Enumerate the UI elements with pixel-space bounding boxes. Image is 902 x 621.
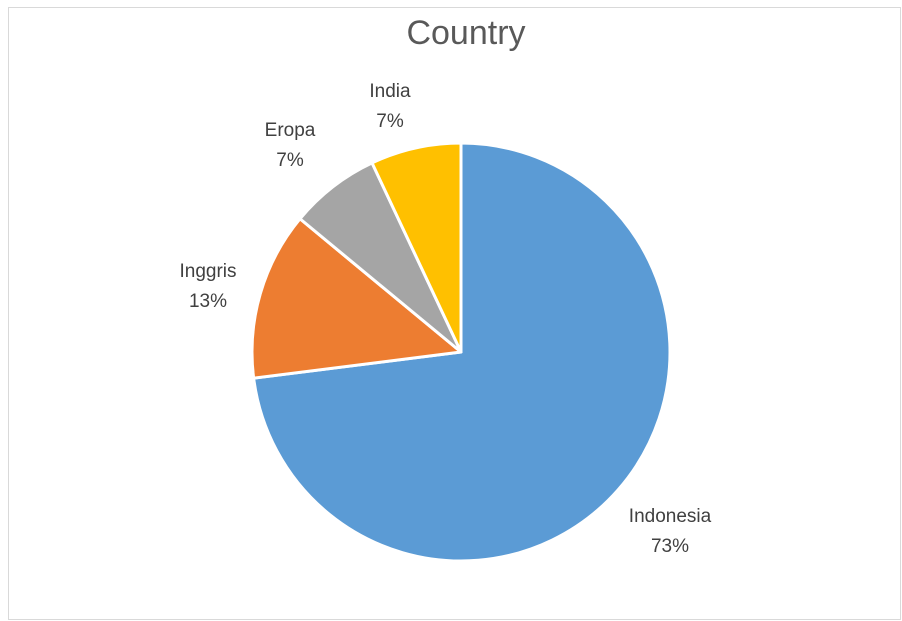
data-label-percent-india: 7% — [376, 111, 404, 132]
data-label-percent-eropa: 7% — [276, 150, 304, 171]
pie-slice-india — [370, 141, 463, 354]
data-label-percent-indonesia: 73% — [651, 536, 689, 557]
data-label-name-inggris: Inggris — [179, 261, 236, 282]
data-label-name-indonesia: Indonesia — [629, 506, 712, 527]
pie-slice-inggris — [250, 217, 463, 380]
chart-title: Country — [406, 14, 526, 52]
data-label-name-india: India — [369, 81, 411, 102]
data-label-percent-inggris: 13% — [189, 291, 227, 312]
data-label-name-eropa: Eropa — [265, 120, 316, 141]
